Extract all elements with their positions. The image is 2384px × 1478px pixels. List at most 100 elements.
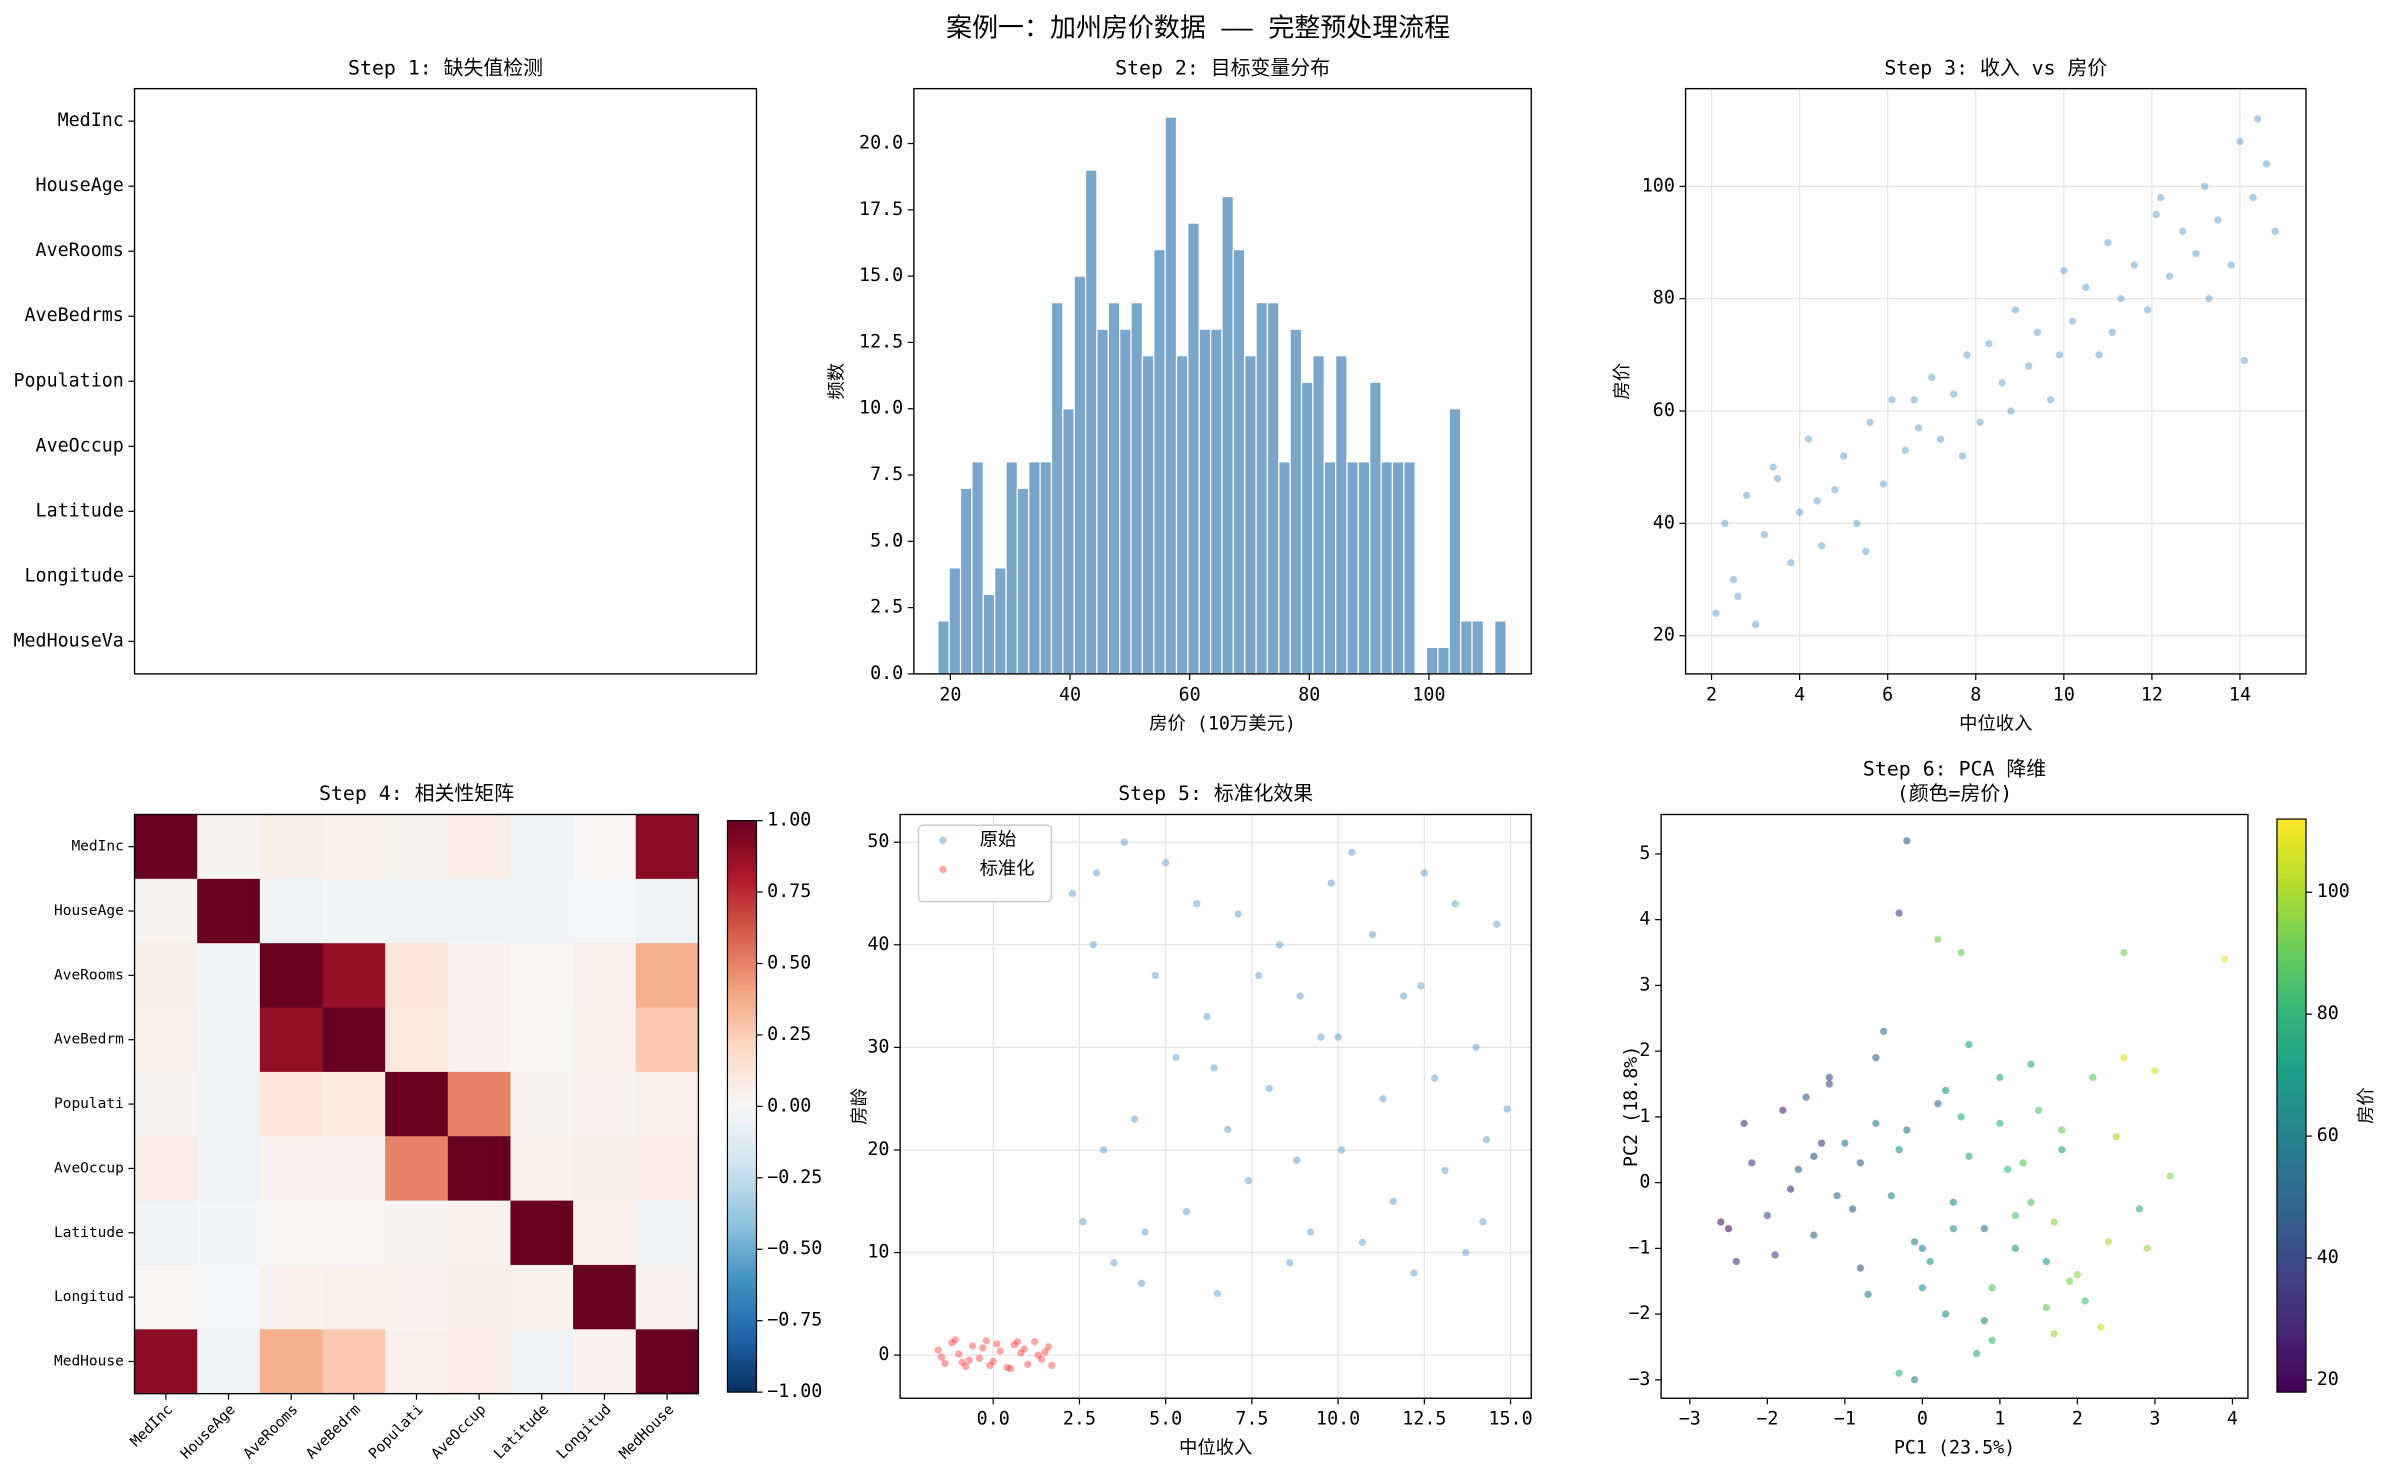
subplot-title: Step 1: 缺失值检测 bbox=[348, 56, 543, 79]
y-tick-label: MedHouseVa bbox=[13, 630, 123, 651]
heatmap-cell bbox=[510, 814, 574, 880]
colorbar-label: 房价 bbox=[2356, 1087, 2377, 1124]
scatter-point bbox=[1141, 1228, 1149, 1236]
heatmap-cell bbox=[385, 1071, 449, 1137]
scatter-point bbox=[1729, 575, 1738, 584]
colorbar-tick-label: 0.50 bbox=[767, 952, 811, 973]
scatter-point bbox=[2249, 193, 2257, 202]
colorbar bbox=[2276, 818, 2307, 1393]
scatter-point bbox=[1417, 982, 1425, 990]
axes-frame bbox=[1684, 87, 2307, 675]
scatter-point bbox=[1839, 452, 1848, 460]
y-tick-label: 0 bbox=[878, 1344, 889, 1365]
scatter-point bbox=[1462, 1248, 1470, 1257]
scatter-point bbox=[1872, 1119, 1880, 1128]
scatter-point bbox=[1293, 1156, 1301, 1164]
scatter-point bbox=[2221, 955, 2229, 963]
scatter-point bbox=[1482, 1136, 1491, 1144]
heatmap-cell bbox=[573, 878, 637, 944]
x-tick-label: 0 bbox=[1917, 1409, 1928, 1430]
scatter-point bbox=[1743, 491, 1751, 499]
scatter-point bbox=[1769, 463, 1777, 471]
y-axis-label: PC2 (18.8%) bbox=[1621, 1046, 1642, 1167]
scatter-point bbox=[1794, 1165, 1803, 1174]
y-tick-label: AveBedrms bbox=[25, 305, 124, 326]
scatter-point bbox=[1980, 1316, 1989, 1325]
scatter-point bbox=[1234, 910, 1242, 918]
scatter-point bbox=[2165, 272, 2174, 280]
heatmap-cell bbox=[447, 814, 511, 880]
x-tick-label: 8 bbox=[1970, 684, 1981, 705]
heatmap-cell bbox=[385, 1200, 449, 1266]
scatter-point bbox=[1949, 1224, 1958, 1233]
colorbar-tick-label: 100 bbox=[2317, 881, 2350, 902]
histogram-bar bbox=[1005, 461, 1018, 675]
scatter-point bbox=[1879, 1027, 1888, 1036]
scatter-point bbox=[2033, 328, 2042, 337]
y-tick-label: 7.5 bbox=[870, 464, 903, 485]
scatter-point bbox=[1980, 1224, 1989, 1233]
y-tick-label: 2.5 bbox=[870, 597, 903, 618]
heatmap-cell bbox=[134, 1329, 198, 1395]
x-tick-label: 3 bbox=[2149, 1409, 2160, 1430]
scatter-point bbox=[2019, 1159, 2027, 1167]
scatter-point bbox=[1965, 1040, 1973, 1049]
scatter-point bbox=[2108, 328, 2116, 337]
scatter-point bbox=[1957, 1113, 1965, 1121]
heatmap-cell bbox=[197, 943, 261, 1009]
scatter-point bbox=[2166, 1172, 2175, 1180]
x-axis-label: 中位收入 bbox=[1179, 1438, 1252, 1459]
scatter-point bbox=[1949, 1198, 1958, 1207]
y-tick-label: 2 bbox=[1639, 1040, 1650, 1061]
scatter-point bbox=[2003, 1165, 2012, 1174]
x-tick-label: 5.0 bbox=[1149, 1409, 1182, 1430]
scatter-point bbox=[1451, 900, 1460, 908]
histogram-bar bbox=[1278, 461, 1291, 675]
histogram-bar bbox=[1369, 381, 1382, 675]
axes-frame bbox=[913, 87, 1532, 675]
scatter-point bbox=[1099, 1146, 1108, 1154]
heatmap-cell bbox=[635, 1200, 699, 1266]
y-tick-label: Longitude bbox=[25, 565, 124, 586]
heatmap-cell bbox=[447, 1329, 511, 1395]
scatter-point bbox=[1786, 1185, 1795, 1193]
colorbar-tick-label: −0.50 bbox=[767, 1238, 822, 1259]
scatter-point bbox=[1825, 1073, 1834, 1082]
colorbar-tick-label: −1.00 bbox=[767, 1381, 822, 1402]
x-tick-label: 14 bbox=[2229, 684, 2251, 705]
scatter-point bbox=[2271, 227, 2279, 235]
scatter-point bbox=[941, 1359, 949, 1368]
scatter-point bbox=[1255, 971, 1263, 980]
histogram-bar bbox=[1130, 302, 1144, 675]
y-tick-label: MedInc bbox=[71, 839, 123, 855]
scatter-point bbox=[982, 1337, 991, 1345]
x-tick-label: 40 bbox=[1059, 684, 1081, 705]
x-tick-label: 10 bbox=[2053, 684, 2075, 705]
y-tick-label: 12.5 bbox=[859, 331, 903, 352]
heatmap-cell bbox=[385, 1264, 449, 1330]
x-tick-label: 2 bbox=[2072, 1409, 2083, 1430]
scatter-point bbox=[1013, 1338, 1022, 1346]
scatter-point bbox=[1879, 480, 1887, 488]
scatter-point bbox=[1926, 1257, 1934, 1266]
heatmap-cell bbox=[573, 943, 637, 1009]
heatmap-cell bbox=[510, 943, 574, 1009]
scatter-point bbox=[2104, 1238, 2113, 1246]
y-tick-label: Latitude bbox=[54, 1225, 124, 1241]
heatmap-cell bbox=[134, 1071, 198, 1137]
y-tick-label: 3 bbox=[1639, 974, 1650, 995]
y-tick-label: 0 bbox=[1639, 1172, 1650, 1193]
scatter-point bbox=[1856, 1159, 1865, 1167]
scatter-point bbox=[2011, 1211, 2020, 1220]
scatter-point bbox=[979, 1344, 987, 1352]
heatmap-cell bbox=[259, 943, 323, 1009]
y-tick-label: Population bbox=[13, 370, 123, 391]
scatter-point bbox=[965, 1356, 973, 1364]
scatter-point bbox=[1020, 1345, 1028, 1353]
scatter-point bbox=[937, 1353, 946, 1361]
heatmap-cell bbox=[385, 1136, 449, 1202]
heatmap-cell bbox=[510, 1200, 574, 1266]
scatter-point bbox=[1224, 1125, 1232, 1134]
scatter-point bbox=[2120, 948, 2128, 957]
